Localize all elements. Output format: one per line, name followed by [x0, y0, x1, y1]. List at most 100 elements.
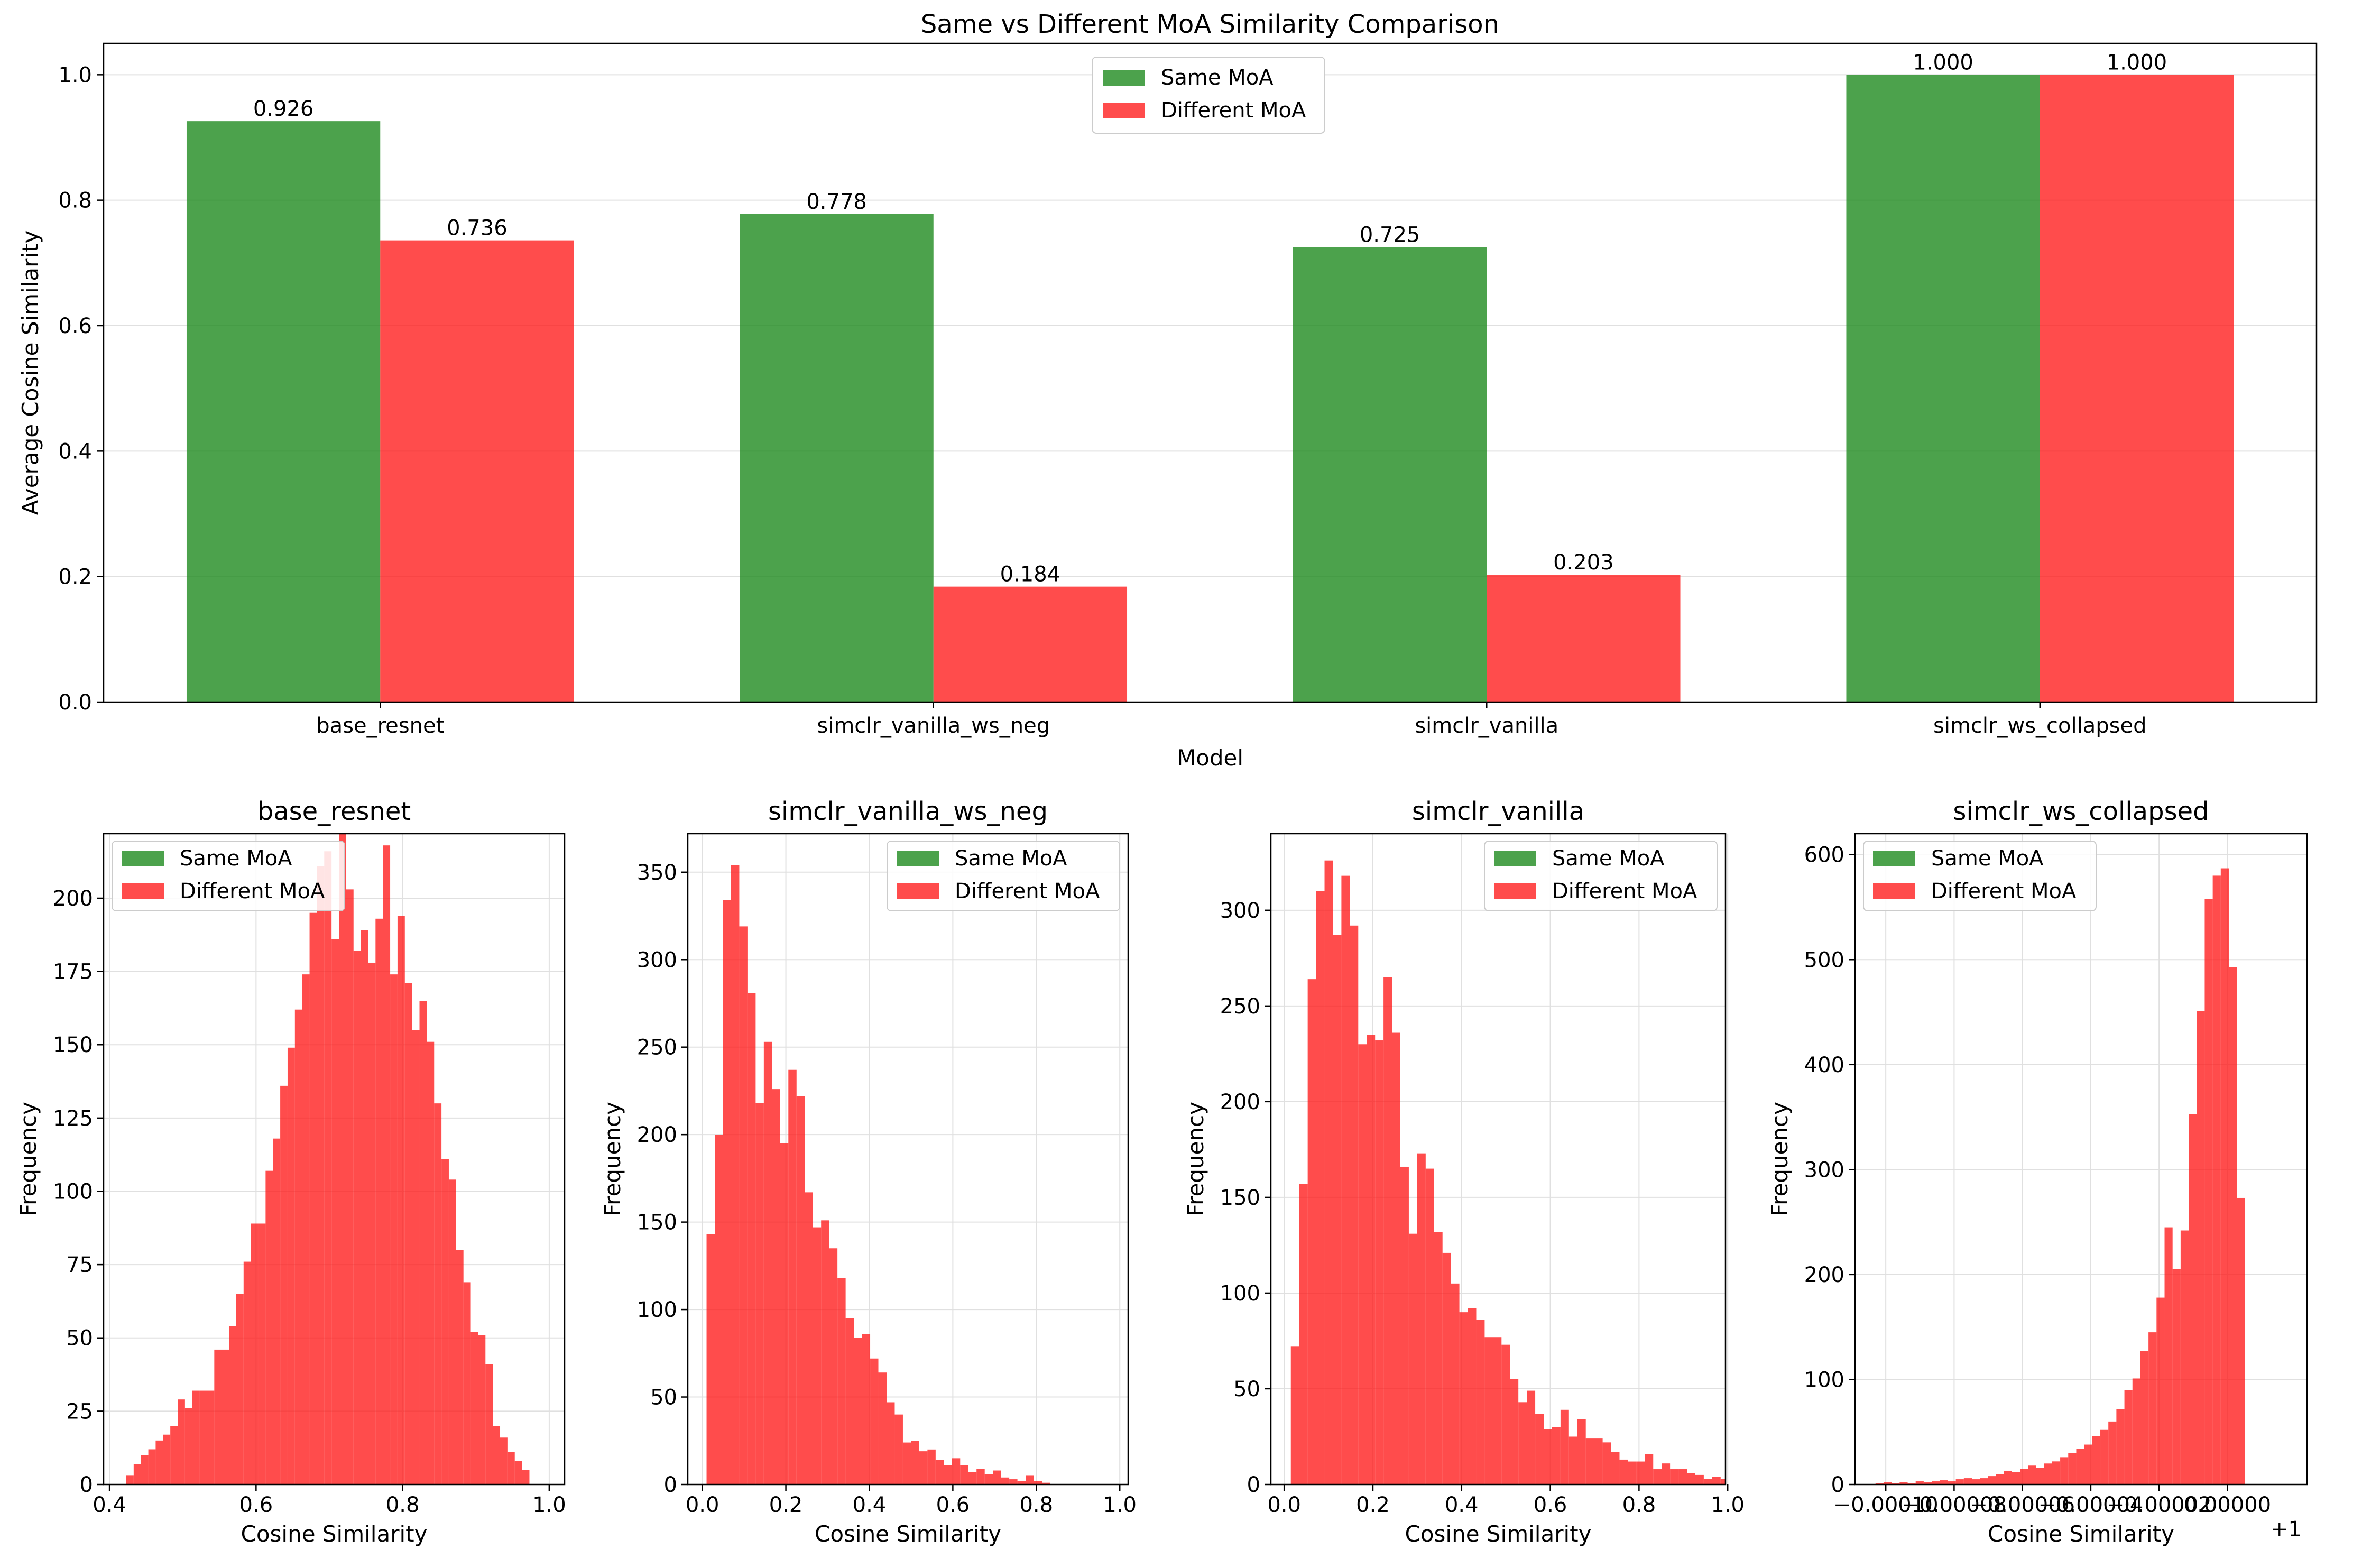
legend-label: Different MoA [1931, 879, 2077, 903]
different-moa-histogram-bar [1899, 1482, 1908, 1484]
y-tick-label: 200 [53, 887, 93, 911]
y-tick-label: 50 [66, 1326, 93, 1351]
x-tick-label: −0.00008 [1902, 1493, 2007, 1517]
different-moa-histogram-bar [1299, 1184, 1308, 1484]
x-tick-label: 0.6 [936, 1493, 970, 1517]
x-axis-label: Cosine Similarity [815, 1521, 1001, 1547]
different-moa-histogram-bar [1400, 1166, 1409, 1484]
different-moa-histogram-bar [894, 1414, 903, 1484]
different-moa-histogram-bar [390, 974, 398, 1484]
different-moa-histogram-bar [1585, 1438, 1594, 1484]
different-moa-histogram-bar [2036, 1468, 2044, 1484]
different-moa-histogram-bar [1324, 860, 1333, 1484]
x-tick-label: simclr_vanilla [1415, 714, 1558, 738]
different-moa-histogram-bar [1442, 1252, 1451, 1484]
different-moa-histogram-bar [1988, 1476, 1996, 1484]
different-moa-histogram-bar [1425, 1168, 1434, 1484]
x-tick-label: 1.0 [1711, 1493, 1745, 1517]
histogram-panel: 0.0 0.2 0.4 0.6 0.8 1.0 0 50 100 150 200 250 300 350 C… [599, 797, 1137, 1547]
same-moa-bar [1293, 247, 1487, 703]
x-tick-label: −0.00004 [2038, 1493, 2143, 1517]
different-moa-histogram-bar [514, 1461, 522, 1484]
different-moa-histogram-bar [163, 1434, 171, 1484]
different-moa-histogram-bar [463, 1282, 471, 1484]
different-moa-histogram-bar [976, 1469, 985, 1484]
legend-box [1484, 841, 1718, 911]
different-moa-histogram-bar [441, 1159, 449, 1484]
different-moa-histogram-bar [353, 951, 361, 1484]
different-moa-histogram-bar [870, 1358, 879, 1484]
y-tick-label: 0.6 [58, 314, 92, 338]
y-tick-label: 300 [1220, 899, 1260, 923]
different-moa-histogram-bar [837, 1278, 846, 1484]
different-moa-histogram-bar [1383, 977, 1392, 1484]
y-tick-label: 75 [66, 1253, 93, 1277]
histogram-bars [1875, 868, 2245, 1484]
x-tick-label: 1.0 [1103, 1493, 1137, 1517]
different-moa-histogram-bar [294, 1009, 302, 1484]
legend-box [1863, 841, 2097, 911]
plot-frame [103, 42, 2318, 703]
x-axis-label: Cosine Similarity [241, 1521, 428, 1547]
different-moa-histogram-bar [886, 1402, 895, 1484]
different-moa-histogram-bar [2164, 1227, 2173, 1484]
different-moa-histogram-bar [192, 1390, 200, 1484]
y-tick-label: 0.0 [58, 690, 92, 715]
different-moa-histogram-bar [952, 1458, 961, 1484]
x-tick-label: simclr_vanilla_ws_neg [817, 714, 1050, 738]
different-moa-histogram-bar [1720, 1479, 1726, 1484]
different-moa-histogram-bar [2108, 1421, 2117, 1484]
different-moa-histogram-bar [141, 1455, 149, 1484]
different-moa-histogram-bar [1560, 1409, 1569, 1484]
different-moa-histogram-bar [2004, 1471, 2012, 1484]
different-moa-histogram-bar [2132, 1378, 2140, 1484]
legend-label: Different MoA [955, 879, 1100, 903]
different-moa-histogram-bar [1687, 1473, 1695, 1484]
y-tick-label: 150 [53, 1033, 93, 1057]
y-tick-label: 250 [637, 1036, 677, 1060]
legend-swatch-different-moa [897, 883, 939, 899]
different-moa-histogram-bar [813, 1227, 822, 1484]
different-moa-histogram-bar [1712, 1477, 1721, 1484]
different-moa-histogram-bar [1451, 1283, 1460, 1484]
different-moa-histogram-bar [1316, 891, 1325, 1484]
different-moa-histogram-bar [2068, 1453, 2077, 1484]
y-tick-label: 250 [1220, 994, 1260, 1019]
different-moa-bar [933, 586, 1128, 702]
legend-label: Same MoA [1931, 846, 2044, 871]
different-moa-histogram-bar [1333, 935, 1342, 1484]
different-moa-histogram-bar [1417, 1153, 1426, 1484]
different-moa-histogram-bar [184, 1408, 192, 1484]
different-moa-histogram-bar [404, 983, 412, 1484]
histogram-bars [706, 865, 1050, 1484]
legend-label: Different MoA [1161, 98, 1306, 123]
x-tick-label: simclr_ws_collapsed [1933, 714, 2146, 738]
different-moa-histogram-bar [829, 1248, 838, 1484]
different-moa-histogram-bar [731, 865, 740, 1484]
y-tick-label: 1.0 [58, 63, 92, 87]
different-moa-histogram-bar [902, 1442, 911, 1484]
same-moa-bar [186, 121, 381, 702]
y-tick-label: 350 [637, 861, 677, 885]
x-tick-label: −0.00002 [2107, 1493, 2212, 1517]
legend-label: Same MoA [955, 846, 1067, 871]
different-moa-histogram-bar [1408, 1233, 1417, 1484]
different-moa-histogram-bar [1628, 1461, 1637, 1484]
different-moa-histogram-bar [346, 889, 354, 1484]
different-moa-histogram-bar [214, 1349, 222, 1484]
different-moa-histogram-bar [1026, 1475, 1034, 1484]
different-moa-histogram-bar [317, 865, 325, 1484]
different-moa-histogram-bar [2116, 1409, 2125, 1484]
legend-label: Same MoA [1161, 66, 1274, 90]
different-moa-histogram-bar [2156, 1297, 2165, 1484]
different-moa-histogram-bar [1518, 1402, 1527, 1484]
legend-label: Different MoA [1552, 879, 1697, 903]
y-axis-label: Frequency [15, 1102, 41, 1216]
legend-swatch-same-moa [897, 851, 939, 866]
x-tick-label: 0.0 [1267, 1493, 1301, 1517]
bar-value-label: 0.736 [447, 216, 508, 241]
different-moa-histogram-bar [1501, 1344, 1510, 1484]
different-moa-histogram-bar [1307, 979, 1316, 1484]
different-moa-histogram-bar [1493, 1337, 1502, 1484]
